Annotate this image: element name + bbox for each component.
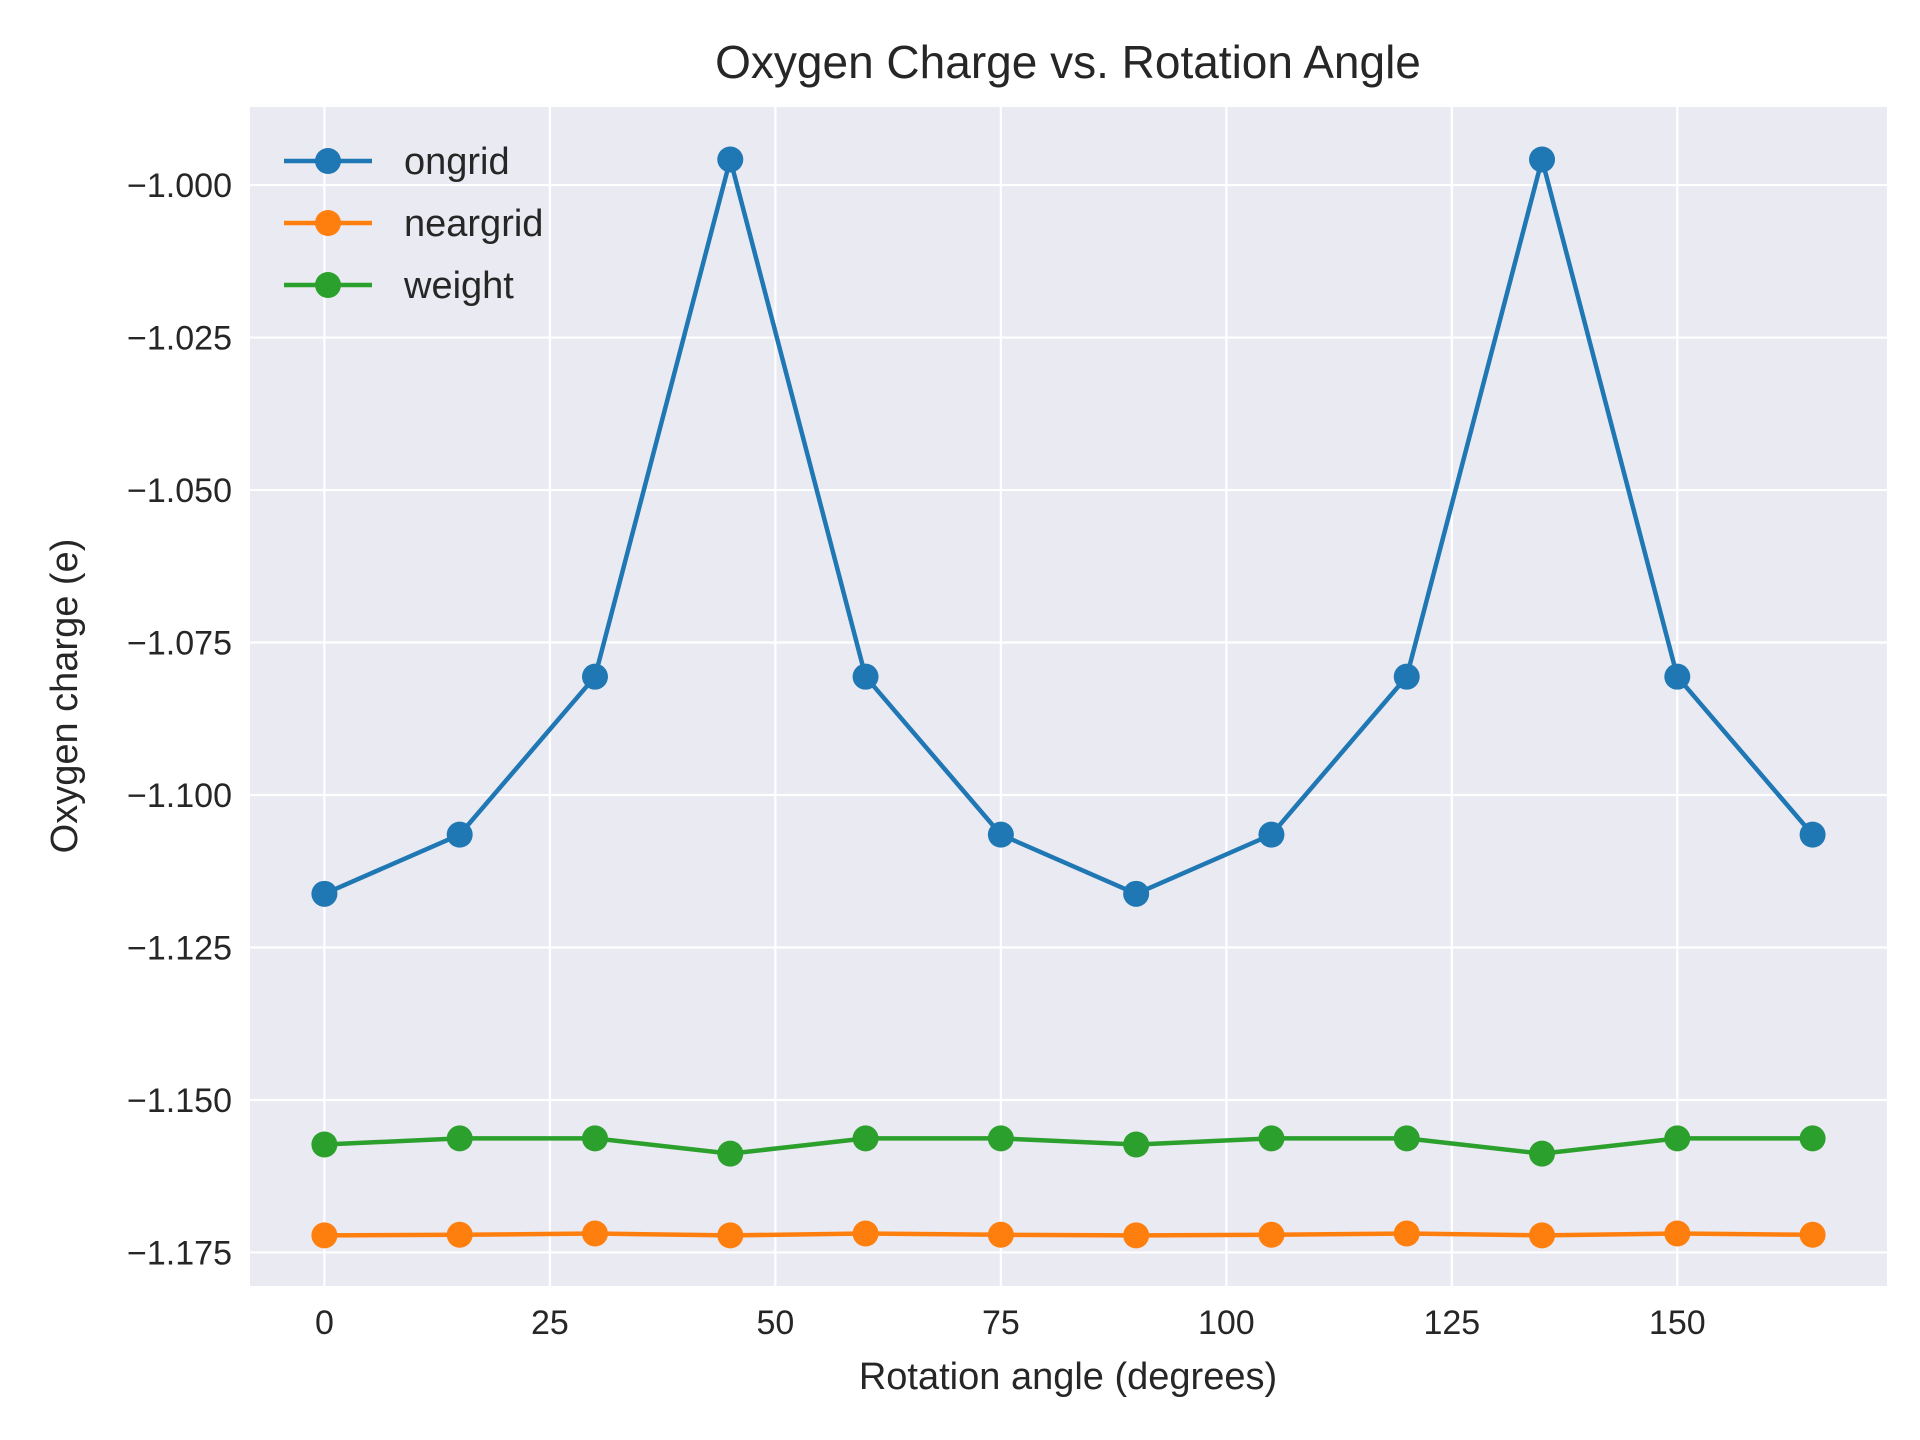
- legend: ongrid neargrid weight: [284, 141, 543, 307]
- legend-label: weight: [403, 265, 514, 307]
- x-tick-label: 75: [982, 1304, 1020, 1342]
- data-point: [1799, 1125, 1826, 1152]
- data-point: [987, 1221, 1014, 1248]
- series-line: [322, 157, 1815, 897]
- y-tick-label: −1.075: [127, 625, 232, 663]
- data-point: [1529, 1140, 1556, 1167]
- x-tick-label: 0: [315, 1304, 334, 1342]
- x-tick-label: 150: [1649, 1304, 1706, 1342]
- x-tick-label: 125: [1423, 1304, 1480, 1342]
- legend-item: neargrid: [284, 203, 543, 245]
- legend-label: ongrid: [404, 141, 510, 183]
- grid: [250, 107, 1887, 1286]
- series-neargrid: [311, 1220, 1826, 1249]
- data-point: [446, 821, 473, 848]
- legend-marker: [315, 148, 341, 174]
- series: [311, 146, 1826, 1249]
- data-point: [852, 1125, 879, 1152]
- y-tick-label: −1.100: [127, 777, 232, 815]
- data-point: [1799, 821, 1826, 848]
- chart-title: Oxygen Charge vs. Rotation Angle: [715, 36, 1421, 88]
- y-tick-label: −1.175: [127, 1234, 232, 1272]
- data-point: [717, 1222, 744, 1249]
- data-point: [1529, 1222, 1556, 1249]
- data-point: [717, 146, 744, 173]
- data-point: [446, 1221, 473, 1248]
- x-tick-label: 50: [756, 1304, 794, 1342]
- y-axis-ticks: −1.000 −1.025 −1.050 −1.075 −1.100 −1.125 −1.1…: [127, 167, 232, 1272]
- series-line: [322, 1231, 1815, 1238]
- series-weight: [311, 1125, 1826, 1167]
- data-point: [1664, 1125, 1691, 1152]
- y-axis-label: Oxygen charge (e): [44, 539, 86, 854]
- data-point: [581, 1220, 608, 1247]
- legend-label: neargrid: [404, 203, 543, 245]
- data-point: [717, 1140, 744, 1167]
- data-point: [311, 1131, 338, 1158]
- data-point: [1123, 880, 1150, 907]
- y-tick-label: −1.000: [127, 167, 232, 205]
- data-point: [1123, 1131, 1150, 1158]
- data-point: [1258, 1221, 1285, 1248]
- data-point: [1664, 1220, 1691, 1247]
- legend-item: weight: [284, 265, 514, 307]
- legend-item: ongrid: [284, 141, 510, 183]
- data-point: [1664, 663, 1691, 690]
- data-point: [987, 1125, 1014, 1152]
- x-axis-label: Rotation angle (degrees): [859, 1356, 1277, 1398]
- series-line: [322, 1136, 1815, 1156]
- data-point: [987, 821, 1014, 848]
- data-point: [1123, 1222, 1150, 1249]
- data-point: [311, 880, 338, 907]
- data-point: [1258, 1125, 1285, 1152]
- data-point: [311, 1222, 338, 1249]
- plot-area: [250, 107, 1887, 1286]
- x-tick-label: 25: [531, 1304, 569, 1342]
- y-tick-label: −1.050: [127, 472, 232, 510]
- y-tick-label: −1.025: [127, 320, 232, 358]
- data-point: [446, 1125, 473, 1152]
- data-point: [1258, 821, 1285, 848]
- x-axis-ticks: 0 25 50 75 100 125 150: [315, 1304, 1706, 1342]
- data-point: [852, 1220, 879, 1247]
- data-point: [1529, 146, 1556, 173]
- data-point: [1393, 663, 1420, 690]
- y-tick-label: −1.125: [127, 929, 232, 967]
- data-point: [1393, 1125, 1420, 1152]
- data-point: [581, 1125, 608, 1152]
- x-tick-label: 100: [1198, 1304, 1255, 1342]
- legend-marker: [315, 272, 341, 298]
- data-point: [581, 663, 608, 690]
- series-ongrid: [311, 146, 1826, 907]
- legend-marker: [315, 210, 341, 236]
- y-tick-label: −1.150: [127, 1082, 232, 1120]
- data-point: [1799, 1221, 1826, 1248]
- data-point: [1393, 1220, 1420, 1247]
- data-point: [852, 663, 879, 690]
